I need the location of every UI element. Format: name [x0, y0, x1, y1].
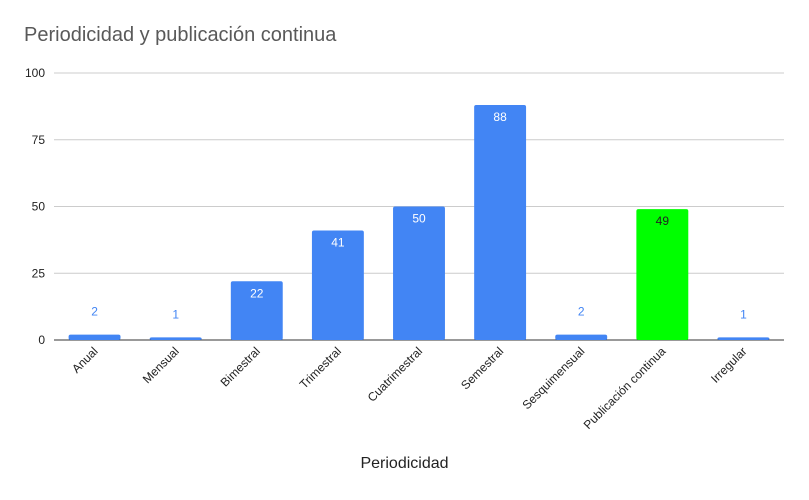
y-tick-label: 50	[32, 200, 46, 214]
data-label: 1	[740, 307, 747, 321]
data-label: 41	[331, 236, 345, 250]
bar	[636, 209, 689, 340]
x-tick-label: Sesquimensual	[519, 344, 587, 412]
data-label: 22	[250, 286, 264, 300]
x-tick-label: Cuatrimestral	[365, 344, 425, 404]
bar	[149, 337, 202, 340]
bar	[230, 281, 283, 340]
bar	[474, 105, 527, 340]
x-axis-title: Periodicidad	[360, 455, 449, 472]
data-label: 88	[493, 110, 507, 124]
bar	[311, 230, 364, 340]
data-label: 50	[412, 212, 426, 226]
x-tick-label: Mensual	[140, 344, 182, 386]
chart-title: Periodicidad y publicación continua	[24, 24, 337, 46]
x-tick-label: Bimestral	[218, 344, 263, 389]
x-tick-label: Irregular	[708, 344, 749, 385]
bar	[68, 334, 121, 340]
y-tick-label: 75	[32, 133, 46, 147]
y-tick-label: 100	[25, 66, 45, 80]
x-tick-label: Anual	[69, 344, 101, 376]
y-tick-label: 0	[38, 333, 45, 347]
bar	[717, 337, 770, 340]
x-tick-label: Semestral	[458, 344, 506, 392]
data-label: 2	[91, 305, 98, 319]
bar	[555, 334, 608, 340]
y-tick-label: 25	[32, 266, 46, 280]
x-tick-label: Trimestral	[297, 344, 344, 391]
data-label: 2	[578, 305, 585, 319]
bar	[393, 206, 445, 340]
data-label: 1	[172, 307, 179, 321]
x-tick-label: Publicación continua	[581, 344, 669, 432]
data-label: 49	[656, 214, 670, 228]
